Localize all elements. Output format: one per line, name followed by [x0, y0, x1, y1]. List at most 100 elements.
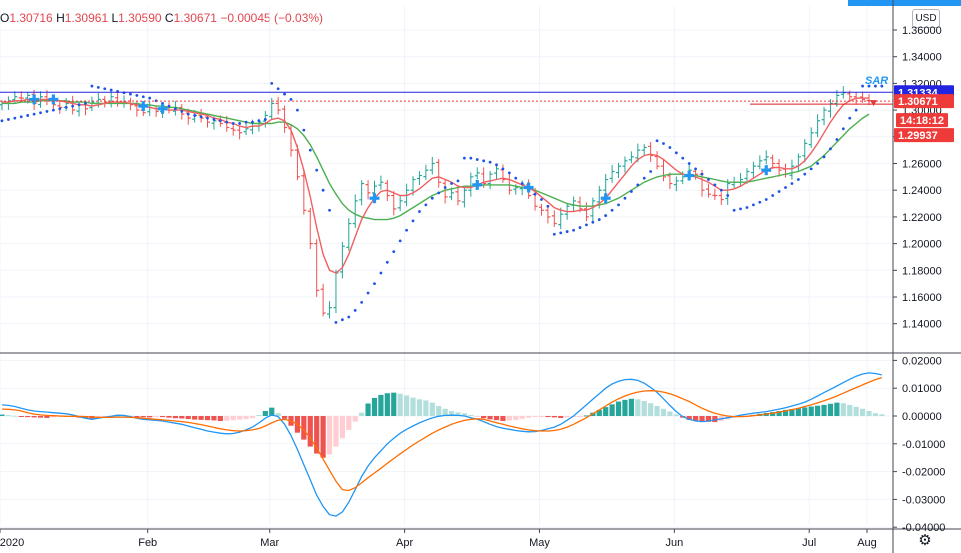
psar-dot: [687, 162, 691, 165]
psar-dot: [617, 203, 620, 207]
macd-histogram-bar: [866, 410, 872, 416]
time-axis-label: Aug: [857, 537, 877, 549]
macd-histogram-bar: [44, 416, 50, 418]
psar-dot: [591, 220, 595, 224]
psar-dot: [732, 208, 736, 212]
signal-cross-v: [687, 170, 691, 181]
macd-histogram-bar: [436, 405, 442, 416]
macd-histogram-bar: [365, 403, 371, 416]
psar-dot: [308, 148, 312, 152]
macd-axis-label: 0.00000: [902, 411, 942, 423]
psar-dot: [283, 92, 286, 96]
psar-dot: [340, 318, 344, 322]
macd-histogram-bar: [500, 416, 506, 422]
price-axis-label: 1.22000: [902, 212, 942, 224]
psar-dot: [135, 94, 139, 97]
price-axis-label: 1.14000: [902, 319, 942, 331]
psar-dot: [604, 214, 608, 217]
macd-histogram-bar: [262, 410, 268, 416]
macd-histogram-bar: [256, 414, 262, 416]
macd-histogram-bar: [808, 406, 814, 416]
ohlc-close-value: 1.30671: [173, 11, 217, 25]
macd-histogram-bar: [628, 398, 634, 416]
psar-dot: [71, 104, 75, 108]
time-axis-label: Jun: [665, 537, 683, 549]
macd-histogram-bar: [815, 405, 821, 416]
psar-dot: [13, 116, 17, 120]
settings-gear-icon[interactable]: ⚙: [918, 532, 932, 549]
ohlc-open-key: O: [0, 11, 10, 25]
psar-dot: [758, 200, 762, 204]
macd-histogram-bar: [506, 416, 512, 421]
macd-histogram-bar: [326, 416, 333, 455]
macd-histogram-bar: [224, 416, 230, 421]
macd-histogram-bar: [840, 403, 846, 416]
macd-histogram-bar: [243, 416, 249, 420]
macd-histogram-bar: [673, 414, 679, 416]
psar-dot: [360, 300, 364, 304]
price-tag-bg: [896, 113, 948, 128]
macd-histogram-bar: [481, 416, 487, 419]
macd-histogram-bar: [526, 416, 532, 418]
macd-histogram-bar: [37, 416, 44, 418]
psar-dot: [51, 108, 55, 112]
macd-histogram-bar: [635, 399, 641, 416]
macd-histogram-bar: [609, 404, 615, 416]
time-axis-label: Jul: [802, 537, 816, 549]
psar-dot: [148, 96, 152, 100]
psar-dot: [32, 112, 36, 116]
time-axis-label: 2020: [0, 537, 24, 549]
psar-dot: [244, 120, 248, 124]
macd-histogram-bar: [532, 416, 538, 417]
macd-histogram-bar: [211, 416, 217, 421]
psar-dot: [719, 188, 723, 192]
macd-histogram-bar: [153, 416, 159, 417]
grid-lines: [0, 6, 893, 528]
macd-histogram-bar: [834, 402, 840, 416]
psar-dot: [700, 172, 704, 176]
macd-histogram-bar: [461, 413, 467, 416]
macd-histogram-bar: [615, 401, 622, 416]
macd-histogram-bar: [18, 416, 24, 417]
psar-dot: [482, 159, 486, 163]
psar-dot: [315, 168, 319, 172]
psar-dot: [764, 198, 768, 201]
psar-dot: [848, 116, 852, 120]
price-tag-bg: [894, 128, 954, 143]
macd-histogram-bar: [339, 416, 345, 439]
psar-dot: [180, 110, 184, 113]
macd-histogram-bar: [185, 416, 191, 420]
sma-slow-line: [2, 100, 870, 221]
psar-dot: [488, 160, 492, 164]
down-arrow-icon: [870, 100, 877, 107]
psar-dot: [713, 183, 717, 187]
price-axis-label: 1.26000: [902, 159, 942, 171]
psar-dot: [366, 291, 370, 295]
macd-histogram-bar: [333, 416, 339, 447]
macd-histogram-bar: [795, 408, 801, 416]
psar-dot: [475, 158, 479, 161]
macd-histogram-bar: [140, 416, 146, 418]
psar-dot: [289, 98, 293, 101]
psar-dot: [662, 142, 665, 145]
macd-histogram-bar: [538, 416, 545, 417]
macd-axis-label: -0.01000: [902, 439, 945, 451]
macd-histogram-bar: [314, 416, 320, 454]
psar-dot: [103, 87, 107, 91]
psar-dot: [141, 95, 145, 99]
psar-dot: [790, 182, 794, 185]
price-tag-bg: [894, 94, 954, 109]
psar-dot: [745, 206, 749, 209]
psar-dot: [636, 183, 640, 187]
macd-histogram-bar: [564, 416, 570, 418]
price-tag-label: 1.29937: [898, 130, 938, 142]
signal-cross-v: [764, 165, 768, 176]
psar-dot: [777, 190, 781, 193]
psar-dot: [45, 110, 49, 113]
macd-histogram-bar: [577, 416, 583, 417]
macd-histogram-bar: [179, 416, 185, 419]
psar-dot: [296, 108, 299, 112]
signal-cross-v: [141, 101, 145, 112]
currency-button[interactable]: USD: [912, 9, 940, 28]
